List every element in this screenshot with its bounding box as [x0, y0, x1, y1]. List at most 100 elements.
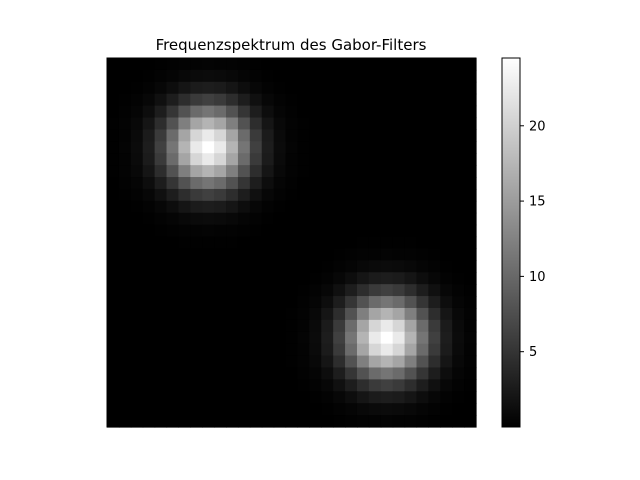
- heatmap-cell: [285, 260, 299, 273]
- heatmap-cell: [464, 367, 477, 380]
- heatmap-cell: [190, 367, 203, 380]
- heatmap-cell: [309, 355, 322, 369]
- heatmap-cell: [440, 319, 453, 333]
- heatmap-cell: [130, 165, 144, 178]
- heatmap-cell: [404, 260, 418, 273]
- heatmap-cell: [107, 200, 120, 214]
- heatmap-cell: [309, 188, 322, 202]
- heatmap-cell: [321, 141, 334, 154]
- heatmap-cell: [226, 177, 239, 190]
- heatmap-cell: [202, 415, 215, 428]
- heatmap-cell: [309, 403, 322, 416]
- heatmap-cell: [107, 391, 120, 404]
- heatmap-cell: [428, 212, 441, 226]
- heatmap-cell: [428, 224, 441, 238]
- heatmap-cell: [166, 355, 180, 369]
- heatmap-cell: [404, 331, 418, 345]
- heatmap-cell: [107, 284, 120, 297]
- heatmap-cell: [142, 355, 156, 369]
- heatmap-cell: [416, 93, 429, 107]
- heatmap-cell: [142, 153, 156, 166]
- heatmap-cell: [380, 129, 394, 142]
- heatmap-cell: [261, 105, 275, 119]
- heatmap-cell: [368, 403, 382, 416]
- heatmap-cell: [273, 331, 287, 345]
- heatmap-cell: [118, 212, 132, 226]
- heatmap-cell: [440, 260, 453, 273]
- heatmap-cell: [285, 93, 299, 107]
- heatmap-cell: [178, 212, 191, 226]
- heatmap-cell: [285, 403, 299, 416]
- heatmap-cell: [142, 272, 156, 285]
- heatmap-cell: [333, 188, 346, 202]
- heatmap-cell: [356, 177, 370, 190]
- heatmap-cell: [178, 58, 191, 71]
- heatmap-cell: [190, 200, 203, 214]
- heatmap-cell: [368, 177, 382, 190]
- heatmap-cell: [190, 153, 203, 166]
- heatmap-cell: [226, 200, 239, 214]
- heatmap-cell: [428, 319, 441, 333]
- heatmap-cell: [333, 105, 346, 119]
- heatmap-cell: [309, 272, 322, 285]
- heatmap-cell: [261, 212, 275, 226]
- heatmap-cell: [452, 403, 465, 416]
- heatmap-cell: [428, 177, 441, 190]
- heatmap-cell: [333, 93, 346, 107]
- heatmap-cell: [178, 105, 191, 119]
- heatmap-cell: [404, 141, 418, 154]
- heatmap-cell: [214, 260, 227, 273]
- heatmap-cell: [392, 81, 406, 95]
- heatmap-cell: [297, 307, 310, 321]
- heatmap-cell: [428, 129, 441, 142]
- heatmap-cell: [297, 141, 310, 154]
- heatmap-cell: [428, 69, 441, 83]
- heatmap-cell: [440, 153, 453, 166]
- heatmap-cell: [452, 379, 465, 392]
- heatmap-cell: [154, 319, 168, 333]
- heatmap-cell: [440, 307, 453, 321]
- heatmap-cell: [392, 296, 406, 309]
- heatmap-cell: [440, 200, 453, 214]
- heatmap-cell: [464, 343, 477, 357]
- heatmap-cell: [404, 355, 418, 369]
- heatmap-cell: [166, 117, 180, 131]
- heatmap-cell: [428, 58, 441, 71]
- heatmap-cell: [321, 165, 334, 178]
- heatmap-cell: [452, 212, 465, 226]
- heatmap-cell: [297, 93, 310, 107]
- heatmap-cell: [214, 69, 227, 83]
- heatmap-cell: [297, 200, 310, 214]
- heatmap-cell: [178, 260, 191, 273]
- heatmap-cell: [428, 260, 441, 273]
- heatmap-cell: [440, 177, 453, 190]
- heatmap-cell: [309, 105, 322, 119]
- heatmap-cell: [368, 343, 382, 357]
- heatmap-cell: [440, 331, 453, 345]
- heatmap-cell: [333, 272, 346, 285]
- heatmap-cell: [214, 307, 227, 321]
- heatmap-cell: [404, 415, 418, 428]
- heatmap-cell: [297, 212, 310, 226]
- heatmap-cell: [166, 69, 180, 83]
- heatmap-cell: [309, 129, 322, 142]
- heatmap-cell: [130, 272, 144, 285]
- heatmap-cell: [142, 248, 156, 261]
- heatmap-cell: [464, 141, 477, 154]
- heatmap-cell: [261, 307, 275, 321]
- heatmap-cell: [321, 403, 334, 416]
- heatmap-cell: [464, 391, 477, 404]
- heatmap-cell: [392, 153, 406, 166]
- heatmap-cell: [428, 403, 441, 416]
- heatmap-cell: [297, 236, 310, 250]
- heatmap-cell: [190, 248, 203, 261]
- heatmap-cell: [452, 224, 465, 238]
- heatmap-cell: [285, 105, 299, 119]
- heatmap-cell: [249, 403, 263, 416]
- heatmap-cell: [452, 284, 465, 297]
- heatmap-cell: [249, 284, 263, 297]
- heatmap-cell: [130, 355, 144, 369]
- heatmap-cell: [178, 224, 191, 238]
- heatmap-cell: [190, 272, 203, 285]
- heatmap-cell: [452, 141, 465, 154]
